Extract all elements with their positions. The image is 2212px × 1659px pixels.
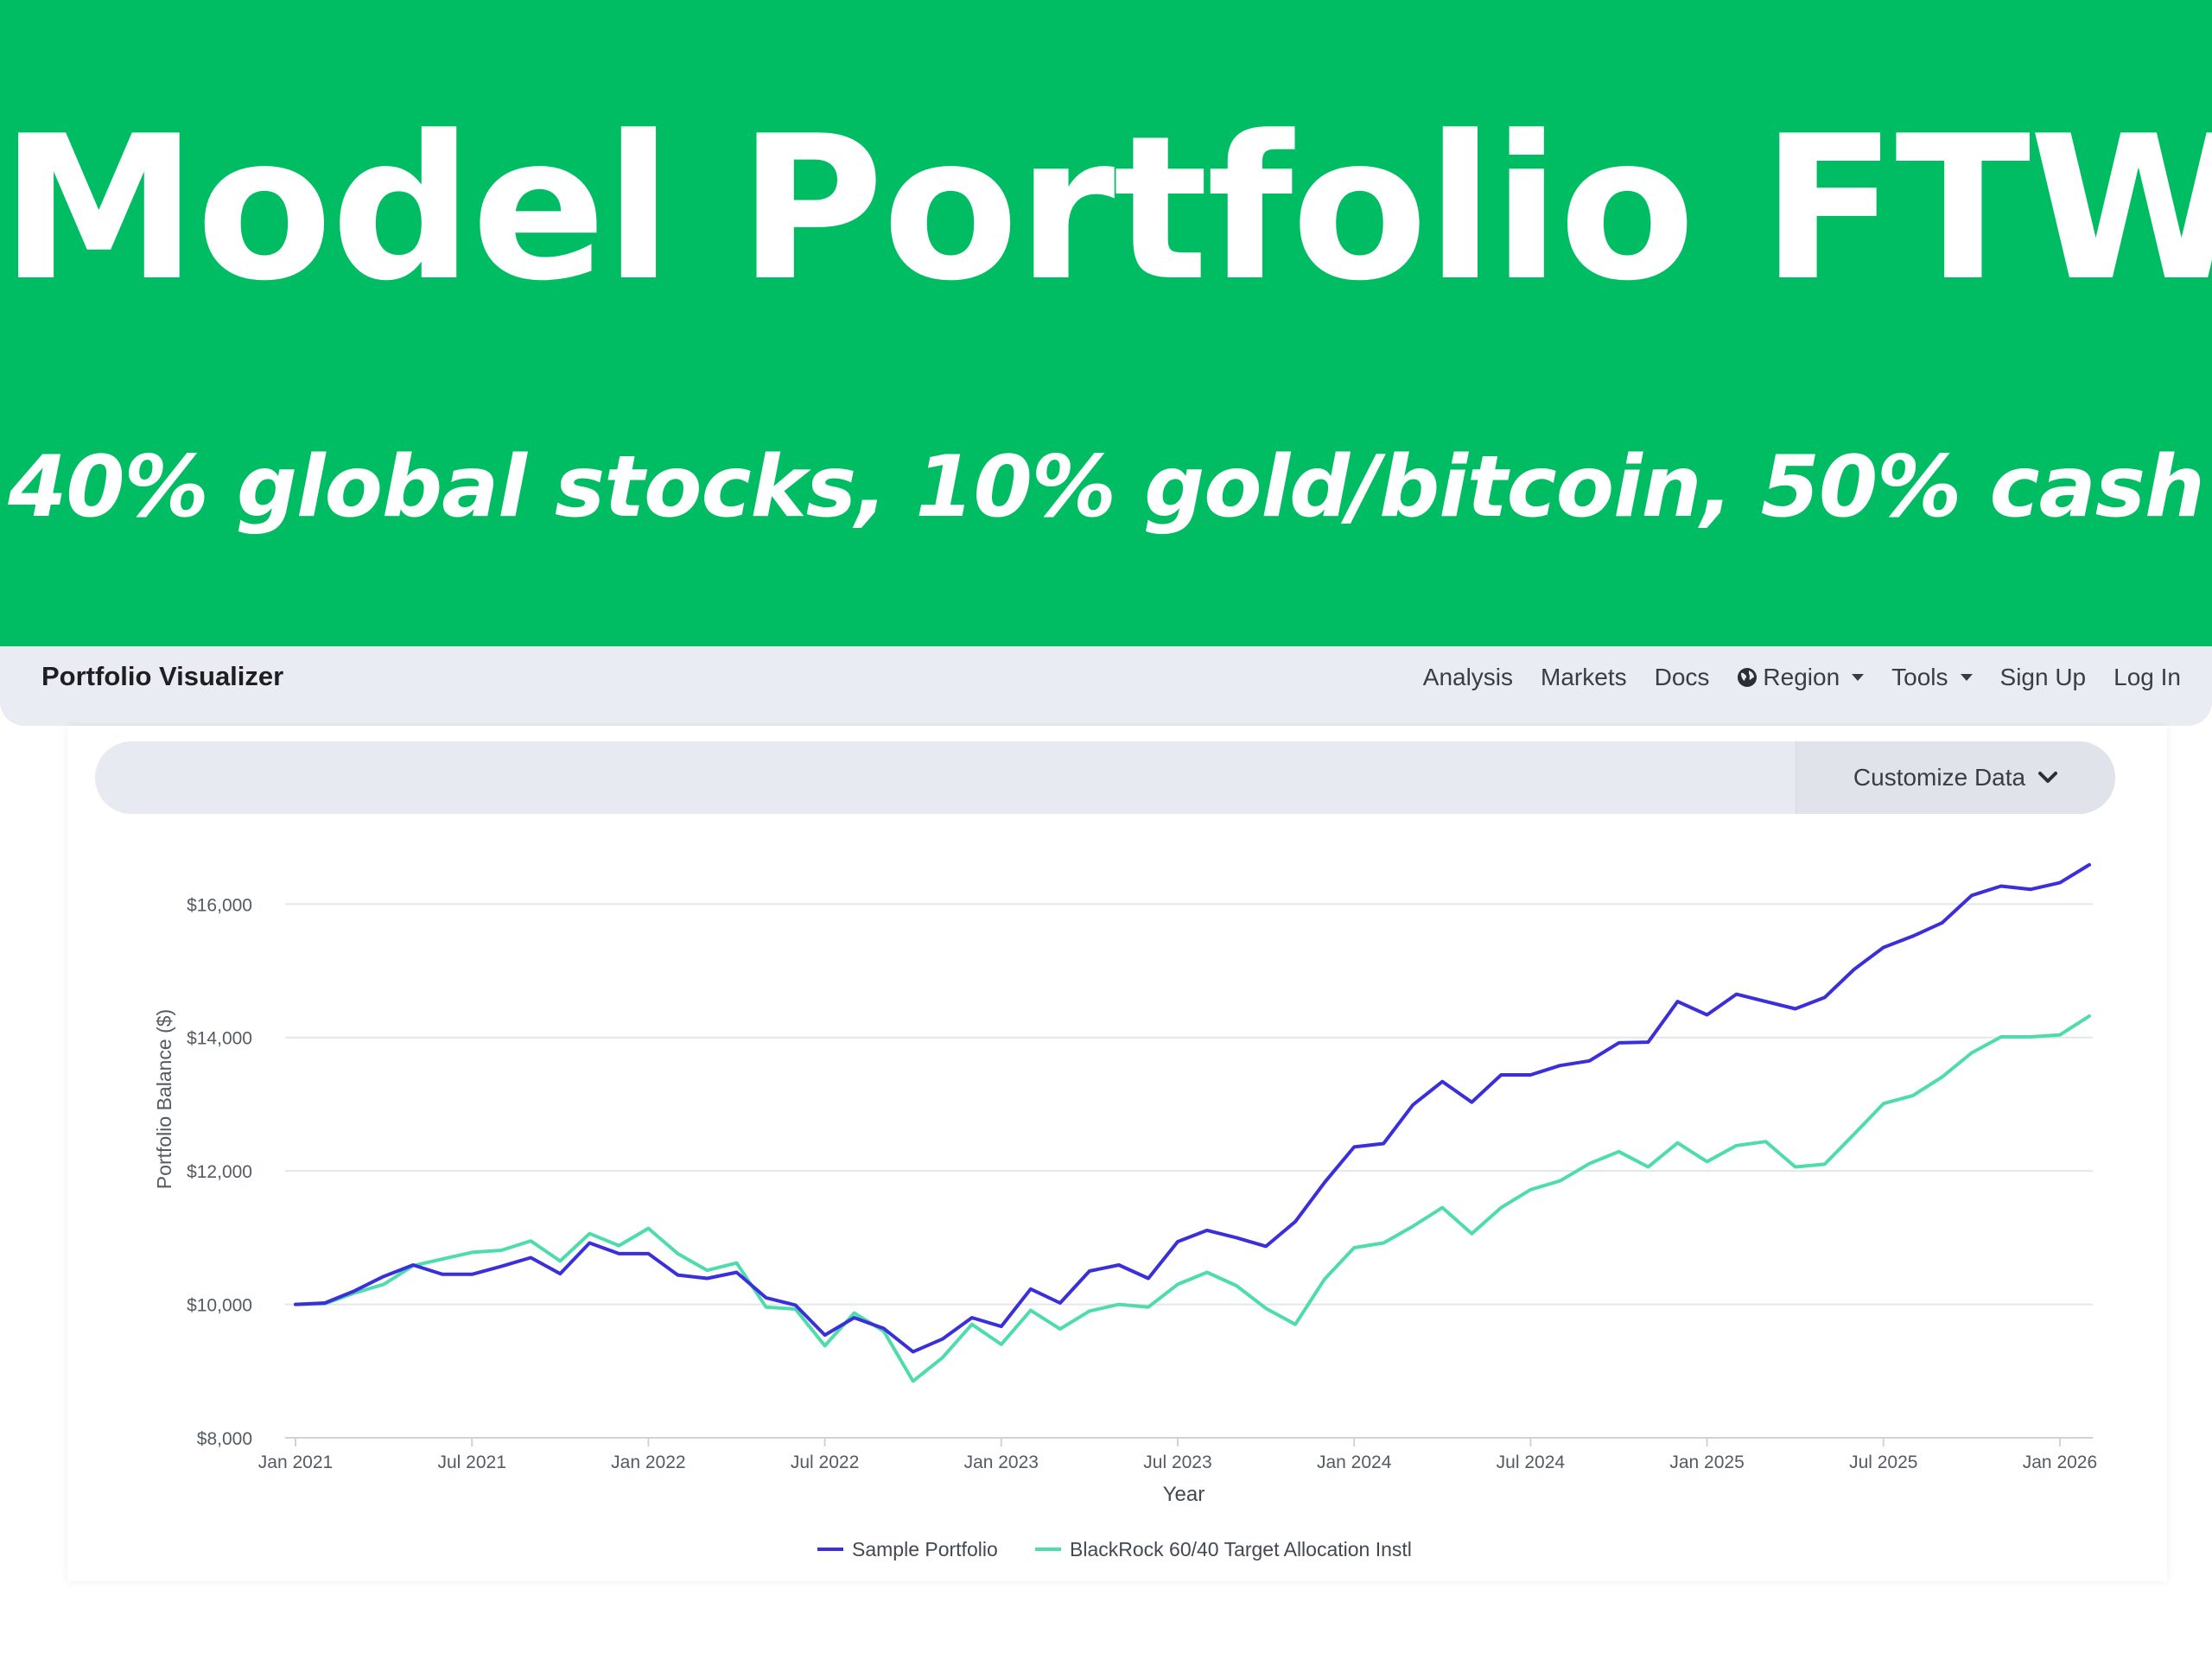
customize-data-label: Customize Data bbox=[1853, 764, 2026, 791]
y-tick-labels: $8,000 $10,000 $12,000 $14,000 $16,000 bbox=[187, 895, 252, 1449]
brand-logo[interactable]: Portfolio Visualizer bbox=[41, 661, 284, 691]
x-tick-label: Jul 2022 bbox=[791, 1452, 859, 1472]
legend-label-sample-portfolio[interactable]: Sample Portfolio bbox=[852, 1538, 998, 1560]
nav-tools-dropdown[interactable]: Tools bbox=[1891, 664, 1973, 691]
y-tick-label: $8,000 bbox=[197, 1429, 252, 1449]
nav-log-in[interactable]: Log In bbox=[2113, 664, 2181, 691]
y-axis-label: Portfolio Balance ($) bbox=[153, 1009, 175, 1189]
nav-markets[interactable]: Markets bbox=[1541, 664, 1627, 691]
nav-analysis-label: Analysis bbox=[1422, 664, 1514, 690]
caret-down-icon bbox=[1852, 674, 1865, 681]
customize-data-button[interactable]: Customize Data bbox=[1796, 741, 2115, 814]
x-tick-label: Jan 2021 bbox=[258, 1452, 333, 1472]
banner: Model Portfolio FTW 40% global stocks, 1… bbox=[0, 0, 2212, 646]
chart-toolbar bbox=[95, 741, 2115, 814]
series-lines bbox=[294, 862, 2091, 1383]
globe-icon bbox=[1738, 668, 1758, 687]
x-tick-label: Jan 2023 bbox=[964, 1452, 1039, 1472]
nav-markets-label: Markets bbox=[1541, 664, 1627, 690]
x-tick-label: Jan 2026 bbox=[2023, 1452, 2097, 1472]
x-tick-label: Jan 2024 bbox=[1317, 1452, 1392, 1472]
banner-title: Model Portfolio FTW bbox=[0, 94, 2212, 325]
series-line-sample-portfolio[interactable] bbox=[294, 862, 2091, 1354]
nav-docs-label: Docs bbox=[1654, 664, 1710, 690]
nav-analysis[interactable]: Analysis bbox=[1423, 664, 1513, 691]
nav-menu: Analysis Markets Docs Region Tools Sign … bbox=[1423, 658, 2181, 696]
x-tick-label: Jan 2025 bbox=[1669, 1452, 1744, 1472]
x-tick-label: Jul 2024 bbox=[1497, 1452, 1566, 1472]
y-tick-label: $10,000 bbox=[187, 1296, 252, 1316]
x-tick-label: Jul 2021 bbox=[437, 1452, 505, 1472]
navbar bbox=[0, 646, 2212, 726]
series-line-blackrock[interactable] bbox=[294, 1014, 2091, 1383]
y-tick-label: $12,000 bbox=[187, 1162, 252, 1182]
legend: Sample Portfolio BlackRock 60/40 Target … bbox=[817, 1538, 1412, 1560]
nav-log-in-label: Log In bbox=[2113, 664, 2181, 690]
grid-lines bbox=[285, 903, 2093, 1439]
nav-tools-label: Tools bbox=[1891, 664, 1948, 690]
legend-label-blackrock[interactable]: BlackRock 60/40 Target Allocation Instl bbox=[1070, 1538, 1412, 1560]
caret-down-icon bbox=[1960, 674, 1973, 681]
x-tick-label: Jul 2025 bbox=[1849, 1452, 1917, 1472]
nav-region-dropdown[interactable]: Region bbox=[1737, 664, 1865, 691]
nav-region-label: Region bbox=[1763, 664, 1840, 690]
x-tick-label: Jul 2023 bbox=[1143, 1452, 1211, 1472]
y-tick-label: $16,000 bbox=[187, 895, 252, 915]
x-axis-label: Year bbox=[1163, 1483, 1205, 1506]
nav-sign-up[interactable]: Sign Up bbox=[2000, 664, 2087, 691]
banner-subtitle: 40% global stocks, 10% gold/bitcoin, 50%… bbox=[8, 438, 2205, 537]
nav-sign-up-label: Sign Up bbox=[1999, 664, 2087, 690]
nav-docs[interactable]: Docs bbox=[1655, 664, 1710, 691]
x-tick-labels: Jan 2021 Jul 2021 Jan 2022 Jul 2022 Jan 2023… bbox=[258, 1438, 2097, 1472]
x-tick-label: Jan 2022 bbox=[611, 1452, 685, 1472]
y-tick-label: $14,000 bbox=[187, 1029, 252, 1049]
chevron-down-icon bbox=[2038, 772, 2058, 783]
